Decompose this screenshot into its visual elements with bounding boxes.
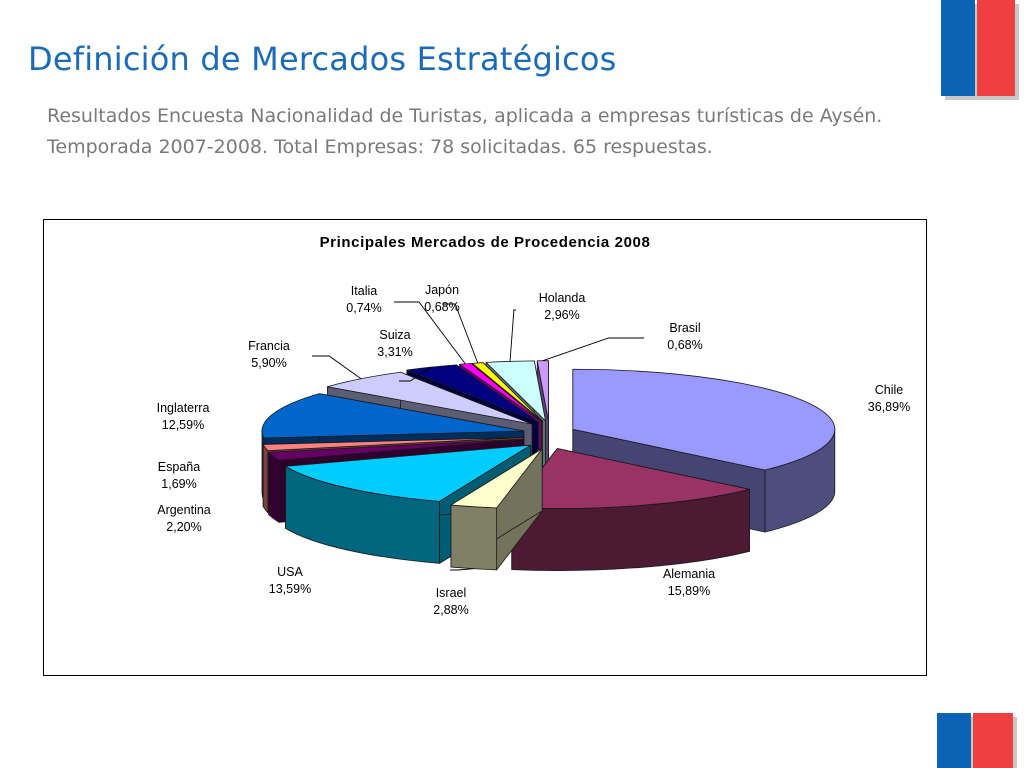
leader-line [443,303,479,364]
slice-percent: 2,20% [166,520,201,534]
slice-percent: 0,68% [667,338,702,352]
slice-name: Argentina [157,503,211,517]
slice-labels: Chile 36,89% Alemania 15,89% Israel 2,88% USA 1… [157,283,911,617]
slice-name: Japón [425,283,459,297]
pie-chart-svg: Chile 36,89% Alemania 15,89% Israel 2,88% USA 1… [157,283,911,617]
slice-label-japón: Japón 0,68% [424,283,459,314]
slice-label-italia: Italia 0,74% [346,284,381,315]
slice-name: Francia [248,339,290,353]
pie-slices [261,360,836,571]
slice-name: España [158,460,200,474]
leader-line [450,568,474,571]
slice-label-chile: Chile 36,89% [868,383,910,414]
slice-name: Holanda [539,291,586,305]
slide-title: Definición de Mercados Estratégicos [28,40,617,78]
leader-line [312,355,362,380]
slice-percent: 1,69% [161,477,196,491]
chart-title: Principales Mercados de Procedencia 2008 [319,234,651,251]
slide-subtitle: Resultados Encuesta Nacionalidad de Turi… [47,105,883,158]
slice-percent: 0,74% [346,301,381,315]
slice-percent: 13,59% [269,582,311,596]
slice-percent: 3,31% [377,345,412,359]
slice-percent: 12,59% [162,418,204,432]
pie-slice-alemania [511,448,750,571]
slice-name: Italia [351,284,377,298]
slice-label-brasil: Brasil 0,68% [667,321,702,352]
slice-label-inglaterra: Inglaterra 12,59% [157,401,210,432]
slice-name: Inglaterra [157,401,210,415]
slice-name: Chile [875,383,904,397]
slice-percent: 36,89% [868,400,910,414]
slice-percent: 15,89% [668,584,710,598]
leader-line [399,366,432,382]
slice-percent: 2,96% [544,308,579,322]
slice-label-francia: Francia 5,90% [248,339,290,370]
slice-label-alemania: Alemania 15,89% [663,567,715,598]
slice-percent: 0,68% [424,300,459,314]
slice-name: USA [277,565,303,579]
slice-label-usa: USA 13,59% [269,565,311,596]
slice-name: Brasil [669,321,700,335]
slice-name: Alemania [663,567,715,581]
slice-percent: 2,88% [433,603,468,617]
slice-label-israel: Israel 2,88% [433,586,468,617]
slice-percent: 5,90% [251,356,286,370]
slice-label-suiza: Suiza 3,31% [377,328,412,359]
pie-slice-israel [450,448,543,571]
slice-label-españa: España 1,69% [158,460,200,491]
flag-logo-bottom [937,713,1017,768]
slice-label-argentina: Argentina 2,20% [157,503,211,534]
flag-logo-top [941,0,1019,100]
slice-name: Suiza [379,328,410,342]
leader-line [394,301,466,365]
pie-chart: Principales Mercados de Procedencia 2008… [43,219,927,676]
leader-line [542,337,644,362]
leader-line [509,309,516,362]
slice-label-holanda: Holanda 2,96% [539,291,586,322]
slice-name: Israel [436,586,467,600]
